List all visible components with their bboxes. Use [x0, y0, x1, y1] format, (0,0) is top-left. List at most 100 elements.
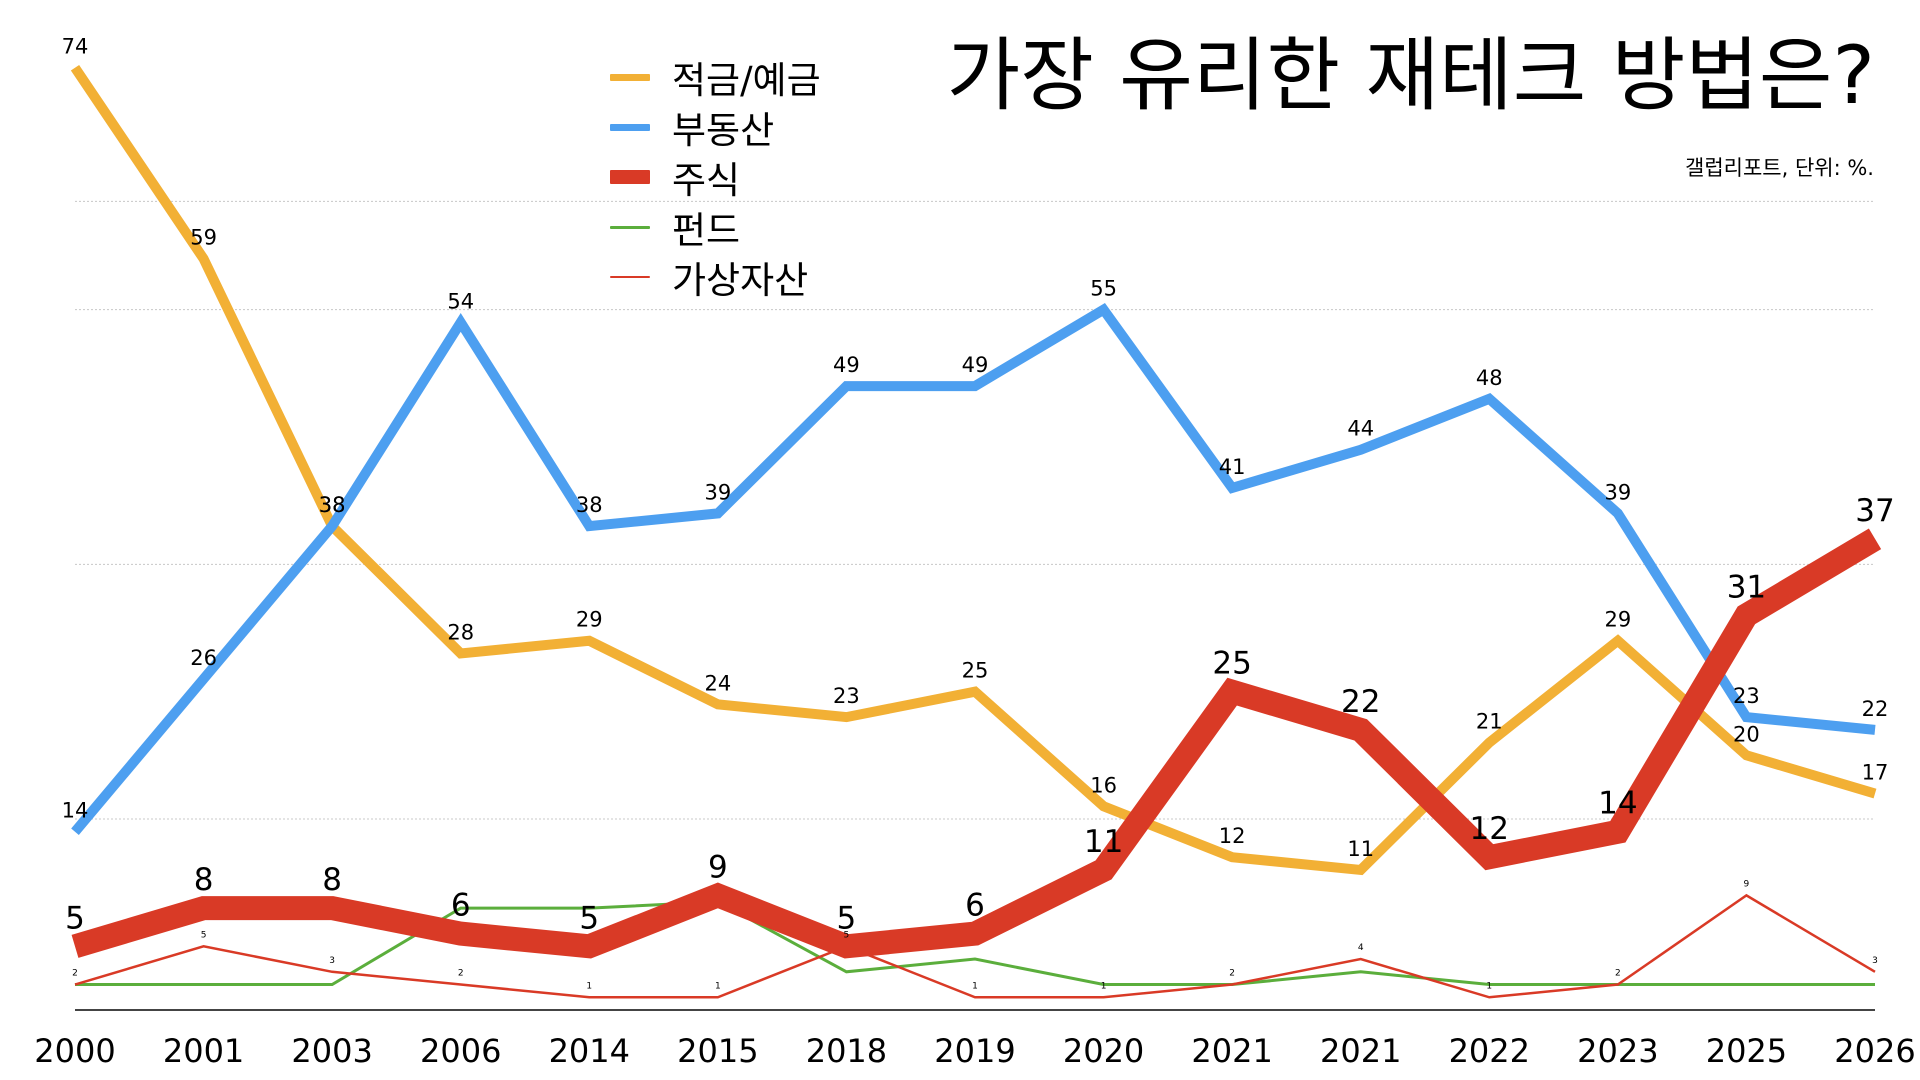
data-label-crypto: 1 [1101, 981, 1107, 991]
data-label-stocks: 14 [1598, 786, 1637, 822]
data-label-savings: 24 [704, 671, 731, 695]
data-label-crypto: 3 [329, 956, 335, 966]
data-label-savings: 11 [1347, 837, 1374, 861]
data-label-realestate: 55 [1090, 277, 1117, 301]
data-label-stocks: 5 [837, 900, 857, 936]
data-label-realestate: 41 [1219, 455, 1246, 479]
legend-label-realestate: 부동산 [672, 109, 775, 152]
legend-swatch-stocks [610, 170, 650, 184]
data-label-realestate: 54 [447, 289, 474, 313]
data-label-crypto: 9 [1744, 879, 1750, 889]
data-label-realestate: 49 [833, 353, 860, 377]
legend-swatch-realestate [610, 123, 650, 131]
x-tick-label: 2025 [1706, 1032, 1787, 1070]
data-label-stocks: 11 [1084, 824, 1123, 860]
x-tick-label: 2014 [549, 1032, 630, 1070]
data-label-crypto: 2 [458, 969, 464, 979]
data-label-crypto: 3 [1872, 956, 1878, 966]
data-label-crypto: 1 [1486, 981, 1492, 991]
x-tick-label: 2026 [1834, 1032, 1915, 1070]
data-label-stocks: 37 [1855, 493, 1894, 529]
chart-title: 가장 유리한 재테크 방법은? [946, 29, 1875, 122]
data-label-savings: 23 [833, 684, 860, 708]
data-label-savings: 16 [1090, 773, 1117, 797]
legend-swatch-funds [610, 225, 650, 229]
data-label-savings: 17 [1862, 761, 1889, 785]
legend-label-funds: 펀드 [672, 209, 741, 252]
data-label-stocks: 9 [708, 849, 728, 885]
x-tick-label: 2021 [1320, 1032, 1401, 1070]
legend-item-savings: 적금/예금 [610, 52, 821, 102]
data-label-stocks: 8 [322, 862, 342, 898]
legend-item-stocks: 주식 [610, 152, 821, 202]
data-label-crypto: 2 [72, 969, 78, 979]
legend-item-funds: 펀드 [610, 202, 821, 252]
data-label-savings: 29 [1604, 608, 1631, 632]
series-line-crypto [74, 893, 1876, 999]
data-label-realestate: 23 [1733, 684, 1760, 708]
data-label-realestate: 14 [62, 799, 89, 823]
x-tick-label: 2015 [677, 1032, 758, 1070]
data-label-realestate: 49 [962, 353, 989, 377]
chart-legend: 적금/예금 부동산 주식 펀드 가상자산 [610, 52, 821, 302]
data-label-stocks: 6 [965, 888, 985, 924]
data-label-realestate: 48 [1476, 366, 1503, 390]
x-tick-label: 2006 [420, 1032, 501, 1070]
data-label-realestate: 39 [704, 480, 731, 504]
data-label-savings: 59 [190, 226, 217, 250]
data-label-realestate: 38 [576, 493, 603, 517]
legend-item-realestate: 부동산 [610, 102, 821, 152]
legend-item-crypto: 가상자산 [610, 252, 821, 302]
data-label-stocks: 8 [194, 862, 214, 898]
chart-source-note: 갤럽리포트, 단위: %. [1685, 156, 1874, 180]
x-tick-label: 2018 [806, 1032, 887, 1070]
data-label-realestate: 38 [319, 493, 346, 517]
legend-label-stocks: 주식 [672, 159, 741, 202]
data-label-stocks: 5 [65, 900, 85, 936]
data-label-crypto: 2 [1615, 969, 1621, 979]
data-label-realestate: 39 [1604, 480, 1631, 504]
series-line-stocks [71, 528, 1882, 959]
data-label-crypto: 5 [844, 930, 850, 940]
legend-label-savings: 적금/예금 [672, 59, 821, 102]
x-tick-label: 2022 [1449, 1032, 1530, 1070]
data-label-stocks: 12 [1470, 811, 1509, 847]
data-label-crypto: 4 [1358, 943, 1364, 953]
data-label-crypto: 1 [715, 981, 721, 991]
data-label-realestate: 26 [190, 646, 217, 670]
data-label-savings: 38 [319, 493, 346, 517]
series-line-savings [70, 64, 1877, 876]
data-label-stocks: 22 [1341, 684, 1380, 720]
data-label-savings: 25 [962, 659, 989, 683]
x-tick-label: 2019 [934, 1032, 1015, 1070]
legend-swatch-crypto [610, 276, 650, 278]
x-tick-label: 2001 [163, 1032, 244, 1070]
data-label-stocks: 25 [1212, 646, 1251, 682]
data-label-crypto: 1 [586, 981, 592, 991]
series-line-realestate [71, 303, 1876, 835]
data-label-stocks: 5 [579, 900, 599, 936]
data-label-realestate: 22 [1862, 697, 1889, 721]
series-line-funds [75, 900, 1875, 987]
data-label-savings: 29 [576, 608, 603, 632]
data-label-savings: 20 [1733, 722, 1760, 746]
data-label-stocks: 31 [1727, 569, 1766, 605]
x-tick-label: 2021 [1191, 1032, 1272, 1070]
data-label-savings: 12 [1219, 824, 1246, 848]
x-tick-label: 2003 [291, 1032, 372, 1070]
data-label-savings: 21 [1476, 710, 1503, 734]
data-label-savings: 28 [447, 620, 474, 644]
data-label-crypto: 5 [201, 930, 207, 940]
x-tick-label: 2000 [34, 1032, 115, 1070]
data-label-stocks: 6 [451, 888, 471, 924]
legend-swatch-savings [610, 73, 650, 81]
legend-label-crypto: 가상자산 [672, 259, 809, 302]
x-tick-label: 2020 [1063, 1032, 1144, 1070]
x-tick-label: 2023 [1577, 1032, 1658, 1070]
data-label-savings: 74 [62, 35, 89, 59]
data-label-crypto: 1 [972, 981, 978, 991]
data-label-crypto: 2 [1229, 969, 1235, 979]
data-label-realestate: 44 [1347, 417, 1374, 441]
